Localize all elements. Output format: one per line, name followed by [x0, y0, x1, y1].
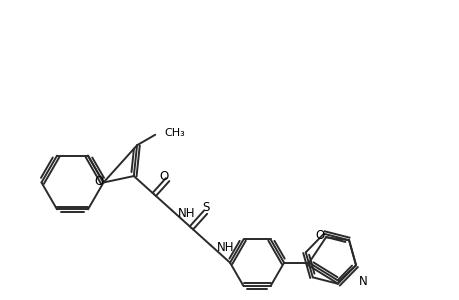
- Text: NH: NH: [216, 241, 234, 254]
- Text: NH: NH: [178, 207, 195, 220]
- Text: O: O: [314, 229, 324, 242]
- Text: O: O: [159, 170, 168, 183]
- Text: O: O: [95, 175, 104, 188]
- Text: CH₃: CH₃: [164, 128, 185, 138]
- Text: N: N: [358, 275, 366, 288]
- Text: S: S: [202, 201, 209, 214]
